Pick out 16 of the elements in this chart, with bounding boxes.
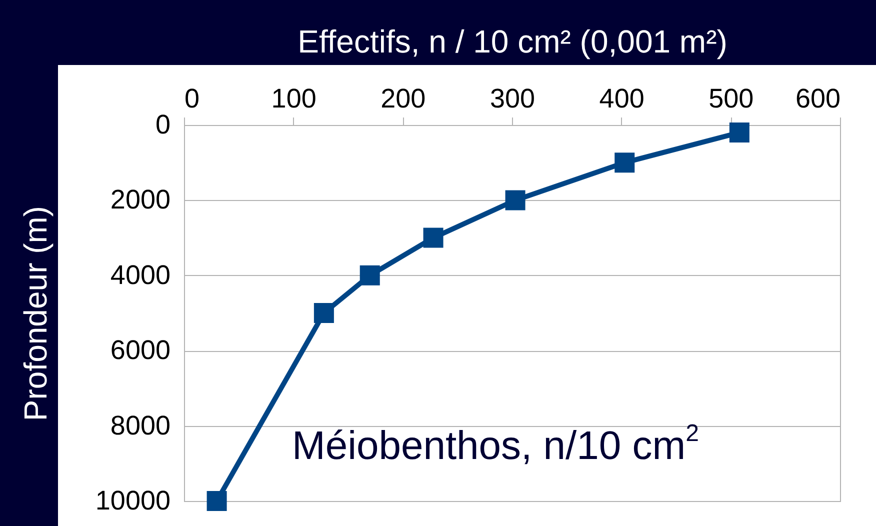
- x-tick-label: 500: [708, 84, 754, 114]
- x-tick-label: 200: [380, 84, 426, 114]
- annotation: Méiobenthos, n/10 cm$^{2}$: [292, 420, 699, 468]
- x-tick-label: 300: [490, 84, 536, 114]
- y-tick-label: 8000: [110, 410, 170, 440]
- x-tick-label: 0: [184, 84, 200, 114]
- x-tick-label: 100: [271, 84, 316, 114]
- y-tick-label: 6000: [110, 335, 170, 366]
- x-tick-label: 600: [795, 84, 840, 114]
- y-tick-label: 0: [155, 110, 170, 140]
- x-axis-title: Effectifs, n / 10 cm² (0,001 m²): [298, 24, 728, 60]
- y-axis-title: Profondeur (m): [17, 206, 54, 422]
- y-tick-label: 2000: [110, 184, 170, 215]
- y-tick-label: 10000: [95, 486, 170, 516]
- x-tick-label: 400: [599, 84, 644, 114]
- y-tick-label: 4000: [110, 260, 170, 290]
